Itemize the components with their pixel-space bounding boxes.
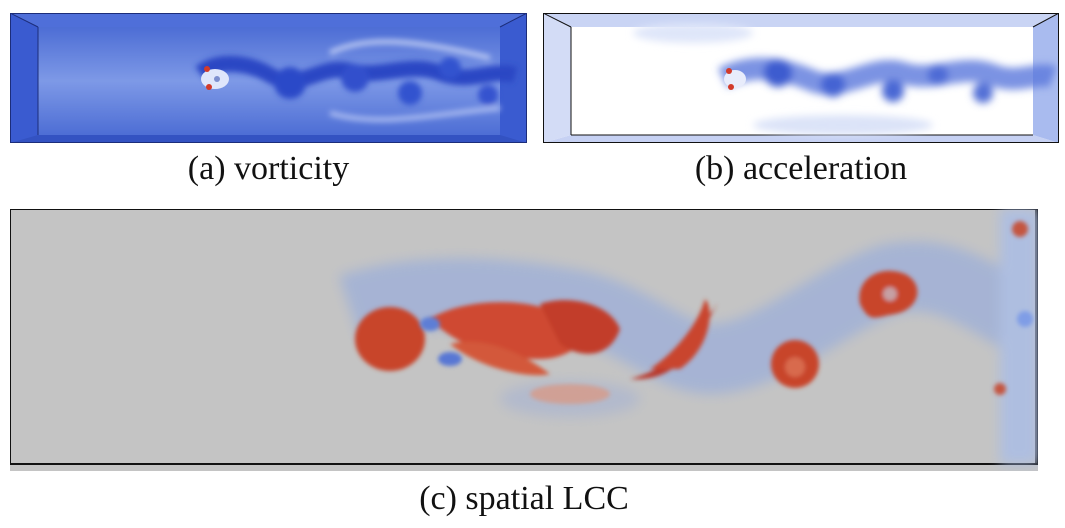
panel-acceleration <box>543 13 1059 143</box>
panel-spatial-lcc <box>10 209 1038 471</box>
spatial-lcc-render <box>10 209 1038 471</box>
vorticity-render <box>10 13 527 143</box>
acceleration-render <box>543 13 1059 143</box>
caption-vorticity: (a) vorticity <box>187 150 350 187</box>
caption-acceleration: (b) acceleration <box>694 150 908 187</box>
panel-vorticity <box>10 13 527 143</box>
caption-spatial-lcc: (c) spatial LCC <box>419 480 629 517</box>
